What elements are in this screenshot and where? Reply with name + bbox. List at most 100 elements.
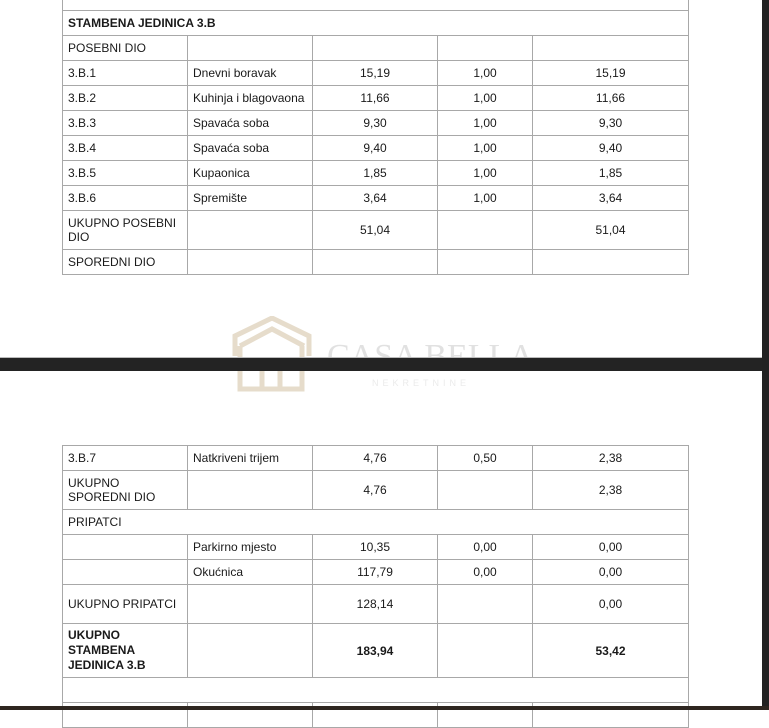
- table-row: 3.B.2 Kuhinja i blagovaona 11,66 1,00 11,66: [62, 85, 689, 111]
- value-cell: 9,30: [312, 110, 438, 136]
- viewer-edge: [762, 0, 769, 710]
- value-cell: 1,00: [437, 185, 533, 211]
- row-label-cell: 3.B.4: [62, 135, 188, 161]
- table-row: UKUPNO POSEBNI DIO 51,04 51,04: [62, 210, 689, 250]
- room-name-cell: Spavaća soba: [187, 135, 313, 161]
- value-cell: 15,19: [312, 60, 438, 86]
- row-label-cell: 3.B.3: [62, 110, 188, 136]
- row-label-cell: POSEBNI DIO: [62, 35, 188, 61]
- casa-bella-watermark: CASA BELLA NEKRETNINE: [232, 316, 542, 396]
- table-row: [62, 677, 689, 703]
- value-cell: 51,04: [532, 210, 689, 250]
- value-cell: 9,40: [532, 135, 689, 161]
- value-cell: 2,38: [532, 445, 689, 471]
- value-cell: 128,14: [312, 584, 438, 624]
- value-cell: 1,00: [437, 160, 533, 186]
- room-name-cell: Dnevni boravak: [187, 60, 313, 86]
- value-cell: [437, 35, 533, 61]
- value-cell: 15,19: [532, 60, 689, 86]
- table-row: 3.B.6 Spremište 3,64 1,00 3,64: [62, 185, 689, 211]
- table-row: STAMBENA JEDINICA 3.B: [62, 10, 689, 36]
- value-cell: [532, 249, 689, 275]
- area-table-top: STAMBENA JEDINICA 3.B POSEBNI DIO 3.B.1 Dne…: [62, 0, 689, 275]
- value-cell: [312, 249, 438, 275]
- value-cell: 0,00: [437, 534, 533, 560]
- room-name-cell: [187, 584, 313, 624]
- value-cell: 1,85: [532, 160, 689, 186]
- value-cell: 51,04: [312, 210, 438, 250]
- row-label-cell: 3.B.2: [62, 85, 188, 111]
- value-cell: 117,79: [312, 559, 438, 585]
- row-label-cell: [62, 534, 188, 560]
- table-row: Parkirno mjesto 10,35 0,00 0,00: [62, 534, 689, 560]
- value-cell: 11,66: [532, 85, 689, 111]
- row-label-cell: 3.B.6: [62, 185, 188, 211]
- house-logo-icon: [232, 316, 312, 392]
- room-name-cell: Kupaonica: [187, 160, 313, 186]
- page-bottom-edge: [0, 706, 769, 710]
- table-row: UKUPNO PRIPATCI 128,14 0,00: [62, 584, 689, 624]
- table-row: Okućnica 117,79 0,00 0,00: [62, 559, 689, 585]
- value-cell: 9,40: [312, 135, 438, 161]
- table-row: PRIPATCI: [62, 509, 689, 535]
- table-row: SPOREDNI DIO: [62, 249, 689, 275]
- value-cell: [532, 35, 689, 61]
- room-name-cell: Natkriveni trijem: [187, 445, 313, 471]
- value-cell: 9,30: [532, 110, 689, 136]
- value-cell: 11,66: [312, 85, 438, 111]
- table-row: 3.B.1 Dnevni boravak 15,19 1,00 15,19: [62, 60, 689, 86]
- row-label-cell: 3.B.1: [62, 60, 188, 86]
- value-cell: 53,42: [532, 623, 689, 678]
- value-cell: 1,00: [437, 110, 533, 136]
- table-row: [62, 0, 689, 11]
- room-name-cell: Parkirno mjesto: [187, 534, 313, 560]
- row-label-cell: UKUPNO PRIPATCI: [62, 584, 188, 624]
- row-label-cell: 3.B.7: [62, 445, 188, 471]
- table-row: 3.B.4 Spavaća soba 9,40 1,00 9,40: [62, 135, 689, 161]
- value-cell: 3,64: [532, 185, 689, 211]
- value-cell: 0,00: [532, 584, 689, 624]
- value-cell: 0,00: [437, 559, 533, 585]
- table-row: UKUPNO STAMBENA JEDINICA 3.B 183,94 53,42: [62, 623, 689, 678]
- room-name-cell: [187, 210, 313, 250]
- room-name-cell: Kuhinja i blagovaona: [187, 85, 313, 111]
- value-cell: 1,00: [437, 85, 533, 111]
- row-label-cell: [62, 559, 188, 585]
- value-cell: 0,00: [532, 534, 689, 560]
- value-cell: 1,85: [312, 160, 438, 186]
- row-label-cell: PRIPATCI: [62, 509, 689, 535]
- value-cell: [437, 470, 533, 510]
- room-name-cell: Okućnica: [187, 559, 313, 585]
- value-cell: 4,76: [312, 470, 438, 510]
- table-row: 3.B.3 Spavaća soba 9,30 1,00 9,30: [62, 110, 689, 136]
- value-cell: 1,00: [437, 60, 533, 86]
- room-name-cell: Spavaća soba: [187, 110, 313, 136]
- room-name-cell: [187, 35, 313, 61]
- table-row: UKUPNO SPOREDNI DIO 4,76 2,38: [62, 470, 689, 510]
- room-name-cell: [187, 249, 313, 275]
- row-label-cell: 3.B.5: [62, 160, 188, 186]
- table-row: POSEBNI DIO: [62, 35, 689, 61]
- row-label-cell: [62, 677, 689, 703]
- room-name-cell: Spremište: [187, 185, 313, 211]
- value-cell: [437, 584, 533, 624]
- value-cell: 2,38: [532, 470, 689, 510]
- room-name-cell: [187, 623, 313, 678]
- row-label-cell: SPOREDNI DIO: [62, 249, 188, 275]
- row-label-cell: STAMBENA JEDINICA 3.B: [62, 10, 689, 36]
- watermark-subtitle: NEKRETNINE: [372, 378, 471, 388]
- value-cell: 183,94: [312, 623, 438, 678]
- value-cell: 0,00: [532, 559, 689, 585]
- value-cell: 3,64: [312, 185, 438, 211]
- table-row: 3.B.5 Kupaonica 1,85 1,00 1,85: [62, 160, 689, 186]
- value-cell: [437, 623, 533, 678]
- value-cell: 4,76: [312, 445, 438, 471]
- value-cell: [437, 249, 533, 275]
- table-row: 3.B.7 Natkriveni trijem 4,76 0,50 2,38: [62, 445, 689, 471]
- value-cell: [312, 35, 438, 61]
- area-table-bottom: 3.B.7 Natkriveni trijem 4,76 0,50 2,38 UKUPNO…: [62, 445, 689, 728]
- value-cell: 1,00: [437, 135, 533, 161]
- value-cell: 10,35: [312, 534, 438, 560]
- row-label-cell: UKUPNO STAMBENA JEDINICA 3.B: [62, 623, 188, 678]
- page-break-divider: [0, 357, 769, 371]
